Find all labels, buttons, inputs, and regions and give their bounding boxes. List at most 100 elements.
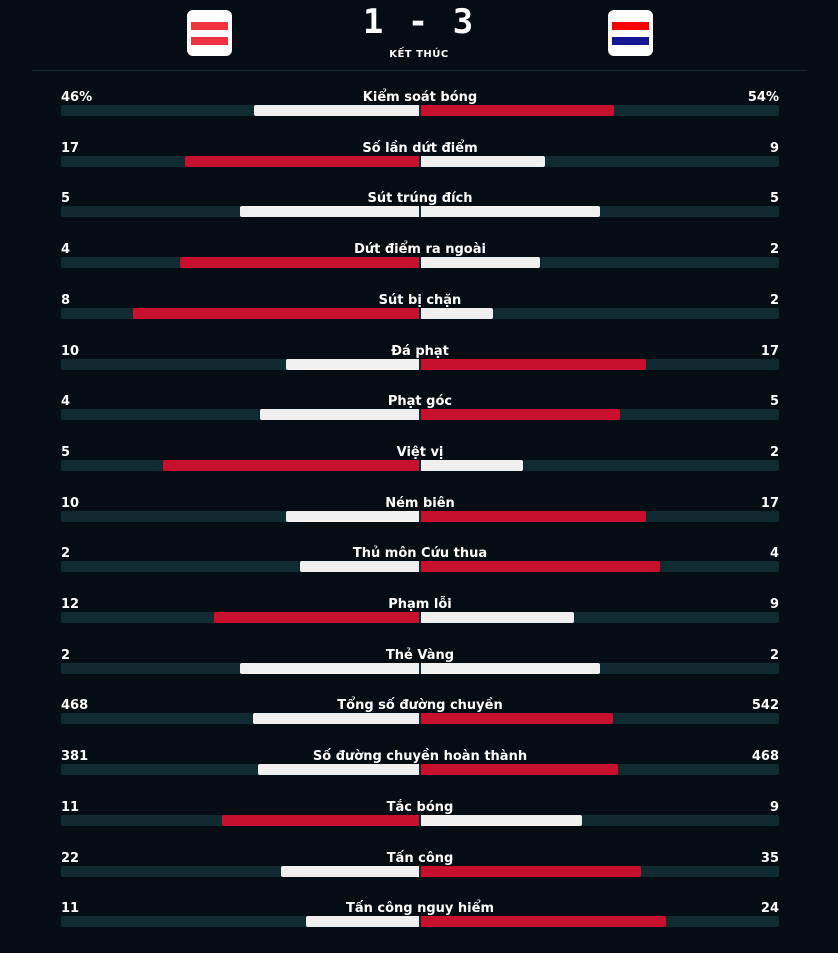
away-stat-value: 54% (747, 90, 779, 105)
stat-bar-track (61, 865, 779, 877)
home-stat-bar (133, 307, 419, 319)
home-stat-bar (260, 409, 419, 421)
stat-row: 381 Số đường chuyền hoàn thành 468 (61, 749, 779, 781)
stat-label: Sút trúng đích (367, 191, 473, 207)
stat-row: 5 Việt vị 2 (61, 445, 779, 477)
away-stat-value: 2 (769, 647, 779, 663)
away-stat-value: 2 (769, 292, 779, 308)
stat-row: 46% Kiểm soát bóng 54% (61, 90, 779, 122)
home-stat-value: 4 (61, 394, 71, 410)
home-stat-value: 381 (61, 749, 89, 765)
croatia-flag-icon[interactable] (608, 10, 653, 56)
stat-label: Tổng số đường chuyền (337, 698, 503, 714)
away-stat-value: 9 (769, 597, 779, 612)
home-stat-value: 46% (61, 90, 93, 105)
away-stat-bar (421, 561, 660, 573)
home-stat-value: 22 (61, 850, 80, 866)
home-stat-value: 17 (61, 140, 80, 156)
stat-label: Tấn công nguy hiểm (345, 901, 495, 917)
stat-row: 17 Số lần dứt điểm 9 (61, 141, 779, 173)
away-stat-bar (421, 155, 545, 167)
stat-bar-track (61, 358, 779, 370)
match-status: KẾT THÚC (389, 49, 449, 60)
home-stat-value: 12 (61, 597, 80, 612)
stat-bar-track (61, 105, 779, 116)
home-stat-bar (240, 662, 419, 674)
away-stat-bar (421, 662, 600, 674)
away-stat-bar (421, 206, 600, 218)
stat-bar-track (61, 916, 779, 928)
away-stat-bar (421, 358, 646, 370)
home-stat-bar (286, 358, 419, 370)
away-stat-value: 468 (751, 749, 779, 765)
flag-stripe (191, 22, 228, 30)
home-stat-value: 2 (61, 647, 71, 663)
stat-label: Dứt điểm ra ngoài (354, 242, 486, 258)
stat-label: Số lần dứt điểm (362, 140, 478, 156)
stat-row: 2 Thẻ Vàng 2 (61, 648, 779, 680)
stat-label: Đá phạt (391, 343, 449, 359)
home-stat-bar (286, 510, 419, 522)
stat-bar-track (61, 206, 779, 218)
stat-label: Ném biên (385, 495, 455, 511)
away-stat-value: 24 (760, 901, 779, 917)
away-stat-value: 35 (760, 850, 779, 866)
stat-label: Sút bị chặn (378, 292, 462, 308)
away-stat-bar (421, 764, 618, 776)
stat-label: Phạt góc (387, 394, 453, 410)
stat-row: 8 Sút bị chặn 2 (61, 293, 779, 325)
flag-stripe (612, 29, 649, 38)
away-stat-value: 17 (760, 495, 779, 511)
stat-label: Thủ môn Cứu thua (352, 546, 488, 562)
away-stat-value: 542 (751, 698, 779, 714)
stat-bar-track (61, 814, 779, 826)
away-stat-value: 2 (769, 242, 779, 258)
home-stat-value: 10 (61, 343, 80, 359)
stat-label: Thẻ Vàng (385, 647, 455, 663)
flag-stripe (191, 29, 228, 38)
stat-row: 10 Ném biên 17 (61, 496, 779, 528)
home-stat-value: 4 (61, 242, 71, 258)
away-stat-bar (421, 814, 582, 826)
home-stat-bar (185, 155, 419, 167)
match-score: 1 - 3 (362, 2, 476, 42)
stat-label: Số đường chuyền hoàn thành (312, 749, 528, 765)
home-stat-bar (306, 916, 419, 928)
home-stat-bar (300, 561, 419, 573)
header-divider (32, 70, 807, 71)
home-stat-value: 2 (61, 546, 71, 562)
stat-bar-track (61, 459, 779, 471)
away-stat-bar (421, 459, 523, 471)
home-stat-bar (253, 713, 419, 725)
away-stat-bar (421, 409, 620, 421)
stat-bar-track (61, 561, 779, 573)
away-stat-value: 9 (769, 140, 779, 156)
stat-label: Phạm lỗi (388, 597, 452, 612)
away-stat-value: 4 (769, 546, 779, 562)
stat-row: 5 Sút trúng đích 5 (61, 191, 779, 223)
away-stat-bar (421, 916, 666, 928)
stat-bar-track (61, 662, 779, 674)
away-stat-bar (421, 257, 540, 269)
stat-row: 12 Phạm lỗi 9 (61, 597, 779, 629)
stat-label: Tắc bóng (386, 799, 454, 815)
away-stat-value: 5 (769, 191, 779, 207)
home-stat-value: 5 (61, 191, 71, 207)
home-stat-value: 11 (61, 901, 80, 917)
away-stat-bar (421, 612, 574, 623)
austria-flag-icon[interactable] (187, 10, 232, 56)
away-stat-bar (421, 307, 493, 319)
home-stat-value: 10 (61, 495, 80, 511)
stat-bar-track (61, 409, 779, 421)
stat-bar-track (61, 307, 779, 319)
stat-bar-track (61, 612, 779, 623)
home-stat-value: 11 (61, 799, 80, 815)
stat-row: 10 Đá phạt 17 (61, 344, 779, 376)
stat-label: Việt vị (396, 444, 444, 460)
stat-bar-track (61, 510, 779, 522)
flag-stripe (612, 22, 649, 30)
away-stat-bar (421, 713, 613, 725)
away-stat-value: 9 (769, 799, 779, 815)
stat-row: 4 Dứt điểm ra ngoài 2 (61, 242, 779, 274)
home-stat-bar (180, 257, 419, 269)
